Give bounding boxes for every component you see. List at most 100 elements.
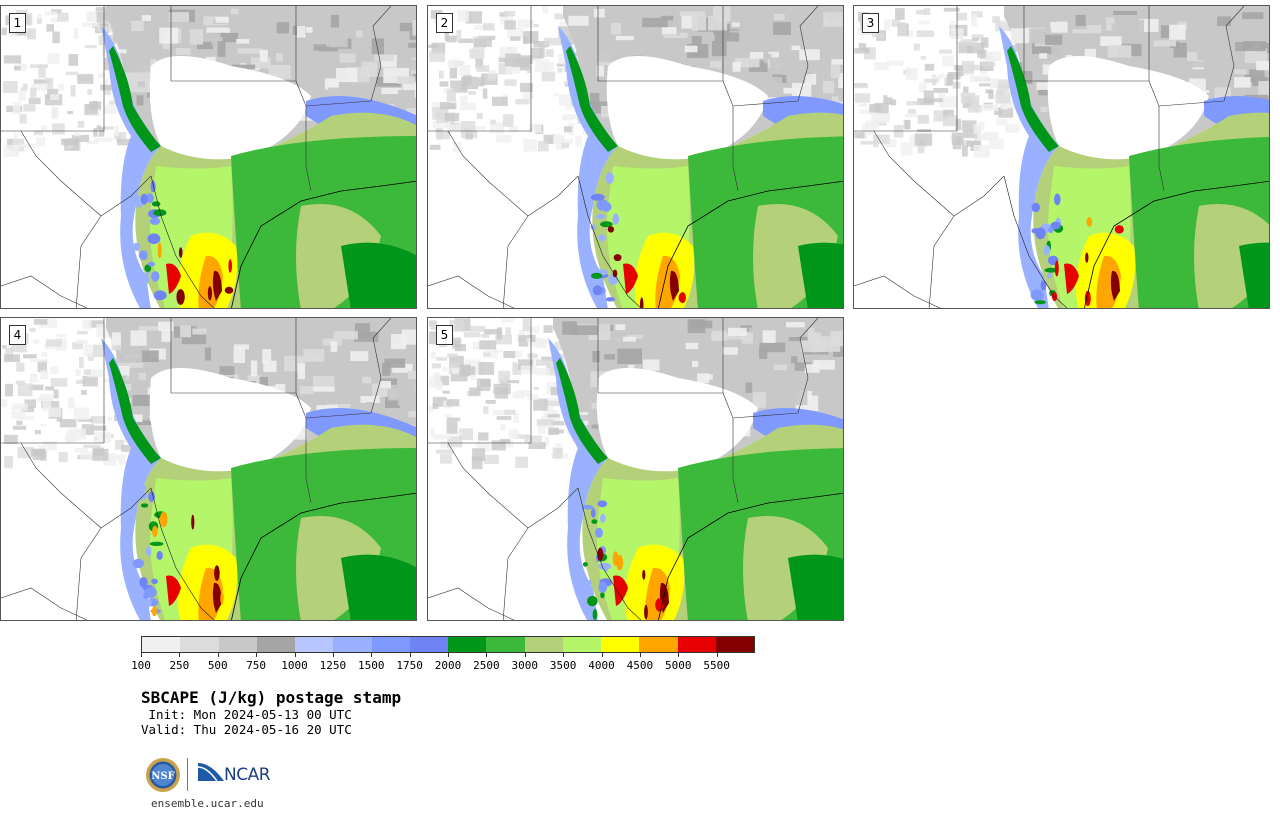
colorbar-tick-label: 5500 — [703, 659, 730, 672]
state-border — [428, 6, 532, 132]
init-time: Init: Mon 2024-05-13 00 UTC — [141, 707, 352, 722]
logo-divider — [187, 758, 188, 791]
state-border — [1023, 6, 1150, 82]
coastline — [1084, 180, 1269, 308]
state-border — [1, 275, 88, 308]
national-border — [577, 487, 642, 620]
ncar-logo-mark — [197, 763, 224, 782]
moisture-gradient-band — [999, 26, 1059, 308]
colorbar-tick-label: 2500 — [473, 659, 500, 672]
state-border — [1158, 6, 1245, 107]
state-border — [295, 392, 312, 504]
colorbar-tick-label: 1000 — [281, 659, 308, 672]
colorbar-tick — [639, 653, 641, 657]
coastline — [658, 180, 843, 308]
nsf-logo: NSF — [146, 758, 180, 792]
state-border — [502, 215, 529, 308]
member-number-label: 2 — [436, 13, 453, 33]
colorbar-tick-label: 100 — [131, 659, 151, 672]
moisture-gradient-band — [101, 26, 161, 308]
national-border — [447, 130, 579, 217]
colorbar-tick-label: 750 — [246, 659, 267, 672]
colorbar-tick-label: 500 — [207, 659, 228, 672]
state-border — [75, 527, 102, 620]
colorbar-swatch — [448, 637, 487, 652]
nsf-logo-text: NSF — [151, 771, 174, 782]
coastline — [658, 492, 843, 620]
state-border — [428, 318, 532, 444]
colorbar-tick — [678, 653, 680, 657]
colorbar-swatch — [142, 637, 181, 652]
colorbar-tick-label: 1500 — [358, 659, 385, 672]
state-border — [1, 318, 105, 444]
state-border — [428, 587, 515, 620]
colorbar-tick-label: 3000 — [511, 659, 539, 672]
coastline — [231, 180, 416, 308]
colorbar-tick-label: 250 — [169, 659, 190, 672]
moisture-gradient-band — [558, 26, 618, 308]
member-number-label: 1 — [9, 13, 26, 33]
state-border — [722, 80, 739, 192]
colorbar-tick-label: 3500 — [549, 659, 577, 672]
colorbar-tick-label: 1250 — [319, 659, 347, 672]
plot-title: SBCAPE (J/kg) postage stamp — [141, 688, 402, 707]
colorbar-tick-label: 1750 — [396, 659, 423, 672]
colorbar-swatch — [180, 637, 219, 652]
colorbar-tick — [409, 653, 411, 657]
member-panel-2: 2 — [427, 5, 844, 309]
colorbar-tick — [563, 653, 565, 657]
colorbar-tick-label: 2000 — [434, 659, 462, 672]
colorbar-tick — [332, 653, 334, 657]
national-border — [150, 175, 215, 308]
national-border — [20, 130, 152, 217]
national-border — [1003, 175, 1068, 308]
state-border — [854, 275, 941, 308]
state-border — [732, 6, 819, 107]
member-number-label: 4 — [9, 325, 26, 345]
colorbar-tick — [294, 653, 296, 657]
national-border — [873, 130, 1005, 217]
colorbar-tick-label: 4500 — [626, 659, 654, 672]
state-border — [305, 6, 392, 107]
state-border — [854, 6, 958, 132]
state-border — [75, 215, 102, 308]
state-border — [1148, 80, 1165, 192]
colorbar-swatch — [562, 637, 601, 652]
colorbar-swatch — [218, 637, 257, 652]
ncar-logo-text: NCAR — [224, 765, 271, 785]
colorbar-swatch — [486, 637, 525, 652]
colorbar-swatch — [524, 637, 563, 652]
colorbar-tick — [716, 653, 718, 657]
colorbar-tick-label: 4000 — [588, 659, 615, 672]
state-border — [928, 215, 955, 308]
member-panel-3: 3 — [853, 5, 1270, 309]
colorbar-swatch — [256, 637, 295, 652]
national-border — [20, 442, 152, 529]
state-border — [597, 6, 724, 82]
colorbar-tick — [179, 653, 181, 657]
colorbar-swatch — [639, 637, 678, 652]
member-panel-4: 4 — [0, 317, 417, 621]
colorbar-tick — [256, 653, 258, 657]
colorbar-swatch — [333, 637, 372, 652]
national-border — [150, 487, 215, 620]
state-border — [170, 6, 297, 82]
website-url: ensemble.ucar.edu — [151, 797, 264, 810]
state-border — [428, 275, 515, 308]
colorbar-swatch — [601, 637, 640, 652]
state-border — [170, 318, 297, 394]
colorbar-tick — [486, 653, 488, 657]
state-border — [1, 6, 105, 132]
member-number-label: 5 — [436, 325, 453, 345]
coastline — [231, 492, 416, 620]
member-panel-5: 5 — [427, 317, 844, 621]
colorbar-swatch — [409, 637, 448, 652]
member-panel-1: 1 — [0, 5, 417, 309]
colorbar-tick — [524, 653, 526, 657]
state-border — [305, 318, 392, 419]
colorbar-tick — [217, 653, 219, 657]
state-border — [502, 527, 529, 620]
sbcape-map — [428, 318, 843, 620]
sbcape-map — [854, 6, 1269, 308]
sbcape-map — [1, 6, 416, 308]
